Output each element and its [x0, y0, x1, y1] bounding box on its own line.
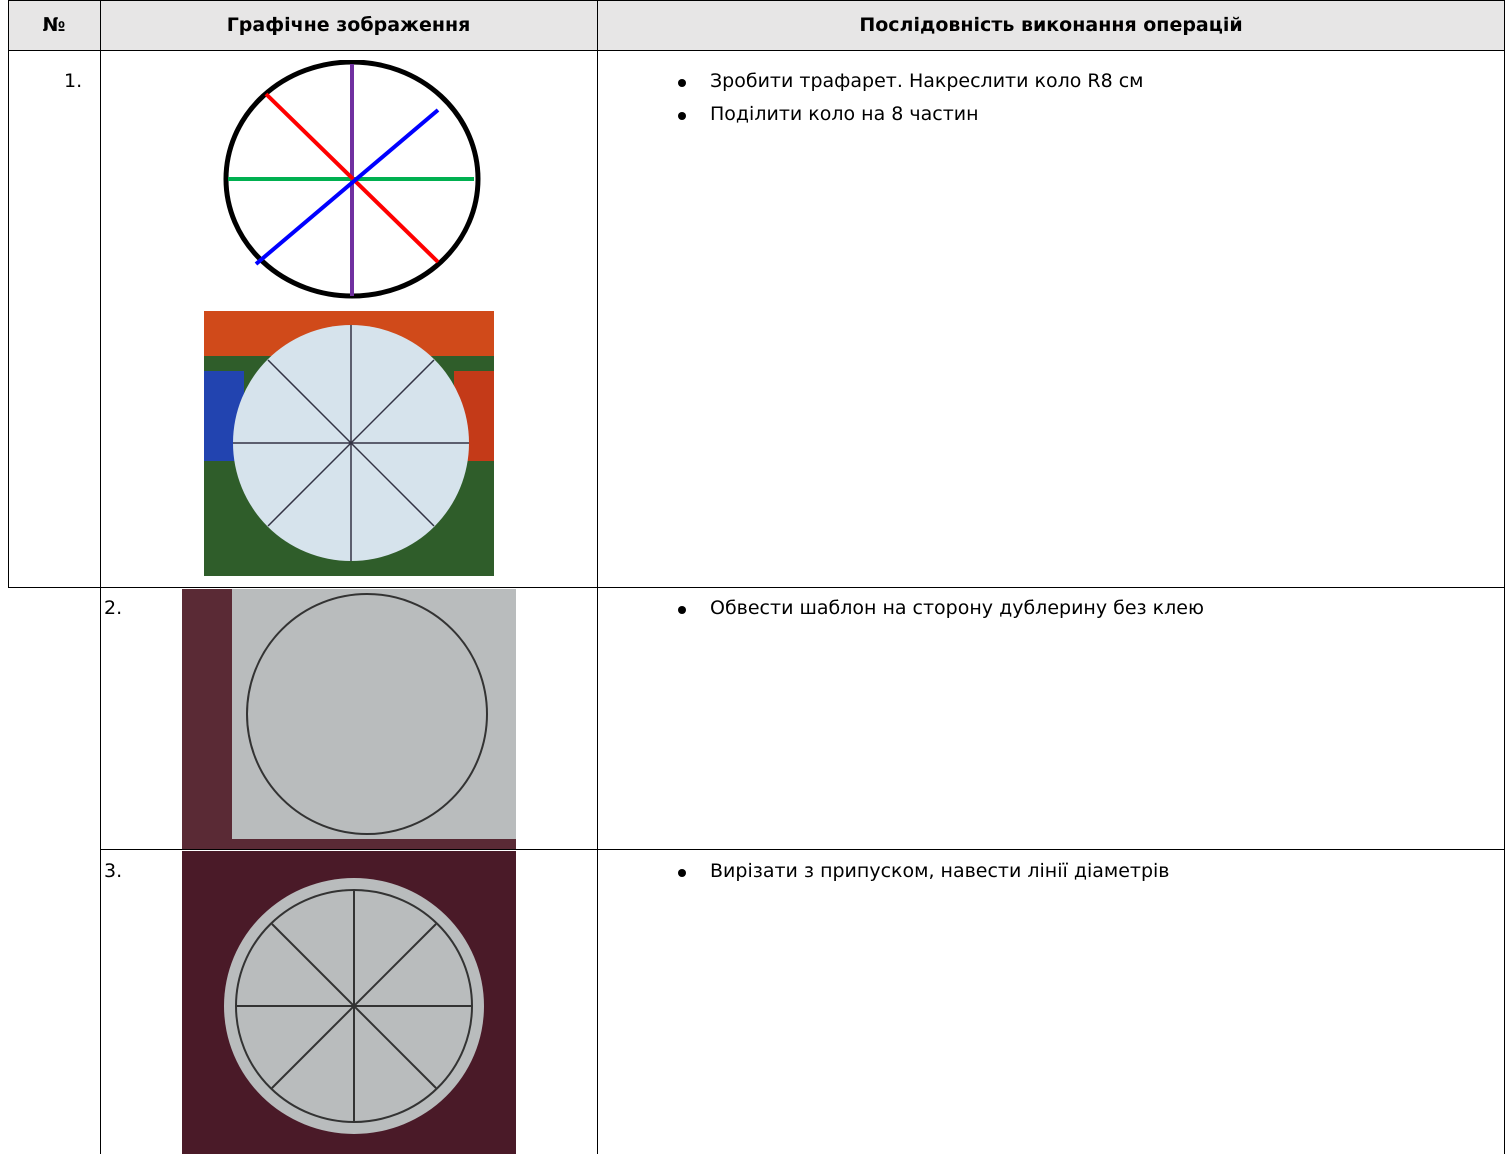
bullet — [678, 869, 686, 877]
row-number: 2. — [104, 597, 123, 619]
border — [8, 0, 9, 588]
traced-photo — [182, 589, 516, 849]
bullet — [678, 606, 686, 614]
header-cell: Графічне зображення — [226, 14, 471, 36]
step-text: Зробити трафарет. Накреслити коло R8 см — [710, 70, 1144, 92]
bullet — [678, 112, 686, 120]
border — [100, 0, 101, 1154]
cut-photo — [182, 851, 516, 1154]
bullet — [678, 79, 686, 87]
border — [100, 849, 1505, 850]
circle-diagram — [223, 60, 481, 299]
template-photo — [204, 311, 494, 576]
border — [8, 0, 1505, 1]
border — [8, 50, 1505, 51]
row-number: 1. — [64, 70, 83, 92]
row-number: 3. — [104, 860, 123, 882]
header-cell: № — [42, 14, 66, 36]
step-text: Вирізати з припуском, навести лінії діам… — [710, 860, 1170, 882]
header-bg — [8, 0, 1505, 50]
step-text: Поділити коло на 8 частин — [710, 103, 979, 125]
header-cell: Послідовність виконання операцій — [859, 14, 1243, 36]
border — [597, 0, 598, 1154]
step-text: Обвести шаблон на сторону дублерину без … — [710, 597, 1204, 619]
border — [8, 587, 1505, 588]
